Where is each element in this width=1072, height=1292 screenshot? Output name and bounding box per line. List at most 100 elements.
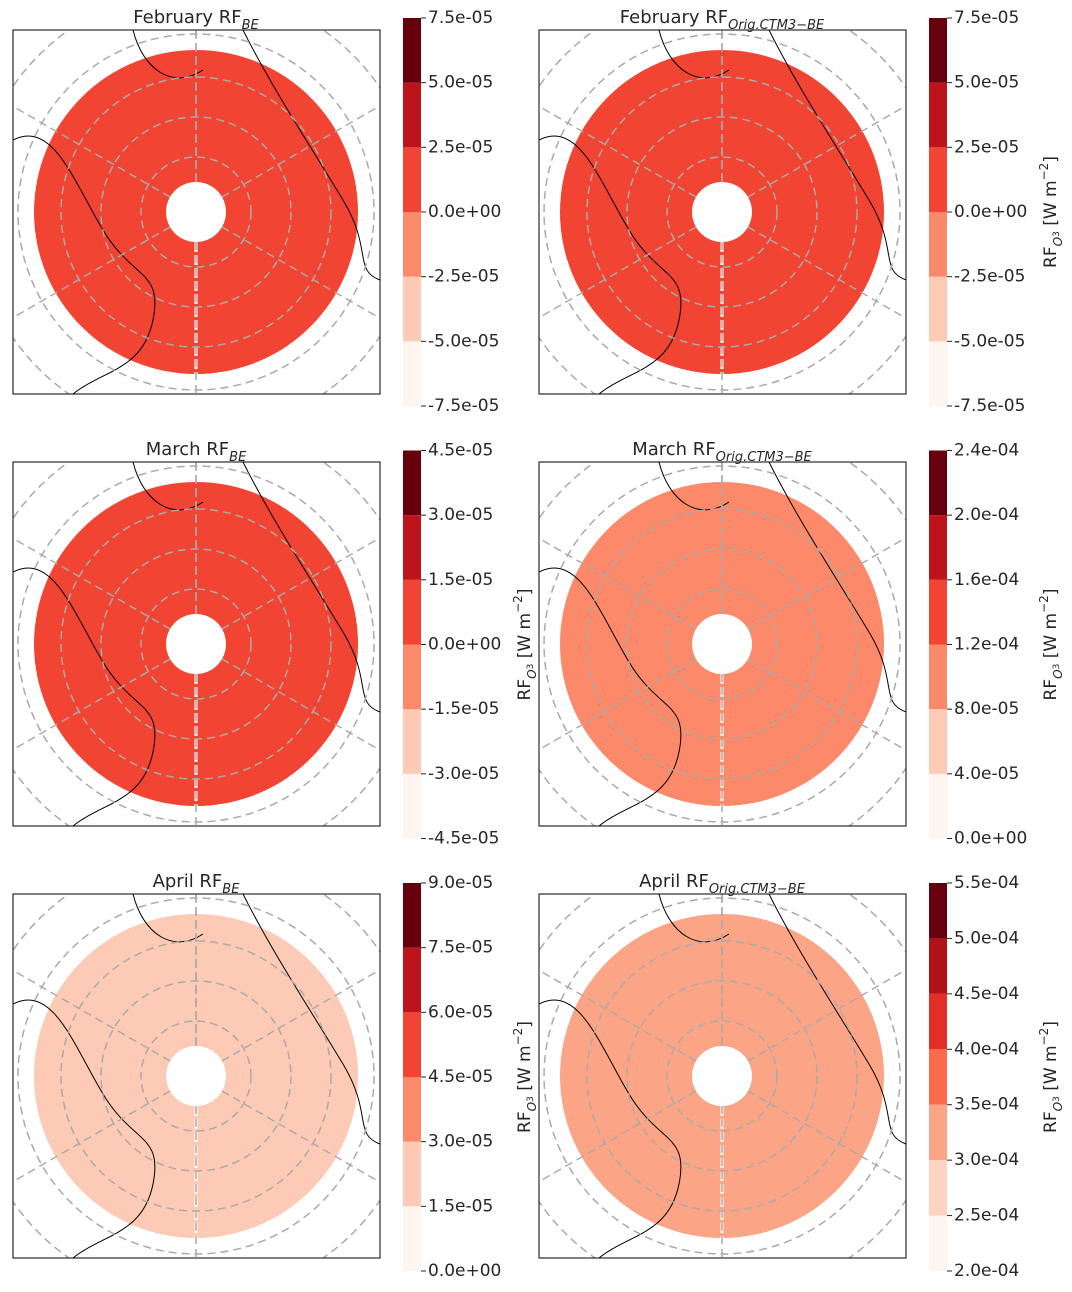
title-text: February RF bbox=[620, 7, 728, 28]
graticule bbox=[221, 1090, 380, 1184]
label-subsub: 3 bbox=[526, 1096, 536, 1102]
colorbar-tick-label: 3.0e-04 bbox=[954, 1150, 1019, 1170]
title-subscript: Orig.CTM3−BE bbox=[728, 18, 825, 33]
colorbar-tick-label: 7.5e-05 bbox=[428, 8, 493, 28]
pole-hole bbox=[166, 1046, 226, 1106]
colorbar-band bbox=[929, 773, 947, 839]
map-frame bbox=[12, 29, 381, 395]
label-base: RF bbox=[515, 1111, 535, 1133]
colorbar-band bbox=[403, 515, 421, 580]
graticule bbox=[666, 156, 778, 268]
colorbar-band bbox=[403, 147, 421, 212]
colorbar-band bbox=[929, 515, 947, 580]
colorbar-band bbox=[403, 276, 421, 342]
label-sub: O bbox=[525, 1102, 539, 1111]
label-sup: −2 bbox=[1037, 595, 1051, 613]
colorbar-tick-label: 2.0e-04 bbox=[954, 1261, 1019, 1281]
colorbar-band bbox=[929, 18, 947, 83]
graticule bbox=[747, 536, 906, 630]
colorbar-tick-label: 0.0e+00 bbox=[428, 635, 501, 655]
panel-title: February RFBE bbox=[133, 7, 259, 33]
label-end: ] bbox=[1041, 156, 1061, 163]
label-unit: [W m bbox=[515, 1045, 535, 1096]
graticule bbox=[140, 1020, 252, 1132]
colorbar-band bbox=[403, 1141, 421, 1207]
colorbar-tick-label: 5.0e-05 bbox=[954, 73, 1019, 93]
colorbar-band bbox=[403, 883, 421, 948]
graticule bbox=[140, 156, 252, 268]
colorbar-tick-label: 4.5e-05 bbox=[428, 1067, 493, 1087]
colorbar-band bbox=[929, 341, 947, 406]
colorbar-tick-label: -7.5e-05 bbox=[428, 396, 499, 416]
colorbar-tick-label: 9.0e-05 bbox=[428, 873, 493, 893]
label-end: ] bbox=[515, 1021, 535, 1028]
colorbar-tick-label: 0.0e+00 bbox=[954, 829, 1027, 849]
colorbar-band bbox=[403, 1012, 421, 1077]
title-subscript: BE bbox=[222, 882, 240, 897]
graticule bbox=[539, 537, 697, 630]
colorbar-tick-label: -7.5e-05 bbox=[954, 396, 1025, 416]
label-sub: O bbox=[1051, 1102, 1065, 1111]
graticule bbox=[140, 588, 252, 700]
label-subsub: 3 bbox=[1052, 231, 1062, 237]
colorbar-label: RFO3 [W m−2] bbox=[1037, 156, 1065, 268]
panel-title: April RFBE bbox=[153, 871, 241, 897]
coastline bbox=[13, 462, 380, 826]
colorbar-tick-label: -5.0e-05 bbox=[954, 331, 1025, 351]
label-subsub: 3 bbox=[1052, 664, 1062, 670]
colorbar-band bbox=[929, 82, 947, 148]
colorbar-tick-label: 4.0e-05 bbox=[954, 764, 1019, 784]
colorbar-tick-label: 5.0e-05 bbox=[428, 73, 493, 93]
colorbar-label: RFO3 [W m−2] bbox=[1037, 589, 1065, 701]
colorbar-tick-label: 4.5e-05 bbox=[428, 441, 493, 461]
colorbar-tick-label: 2.0e-04 bbox=[954, 505, 1019, 525]
label-sup: −2 bbox=[511, 595, 525, 613]
map-panel: February RFOrig.CTM3−BE -7.5e-05 -5.0e-05 -… bbox=[538, 7, 1065, 416]
colorbar-tick-label: 4.0e-04 bbox=[954, 1039, 1019, 1059]
title-subscript: BE bbox=[229, 450, 247, 465]
colorbar-band bbox=[403, 18, 421, 83]
colorbar-tick-label: -1.5e-05 bbox=[428, 699, 499, 719]
colorbar-tick-label: 3.5e-04 bbox=[954, 1095, 1019, 1115]
graticule bbox=[539, 1090, 697, 1183]
colorbar-tick-label: 3.0e-05 bbox=[428, 505, 493, 525]
map-frame bbox=[12, 461, 381, 827]
coastline bbox=[539, 894, 906, 1258]
label-subsub: 3 bbox=[526, 664, 536, 670]
colorbar-tick-label: 2.5e-04 bbox=[954, 1206, 1019, 1226]
colorbar-tick-label: 1.5e-05 bbox=[428, 570, 493, 590]
map-frame bbox=[538, 893, 907, 1259]
graticule bbox=[221, 658, 380, 752]
label-base: RF bbox=[1041, 1111, 1061, 1133]
colorbar-tick-label: -5.0e-05 bbox=[428, 331, 499, 351]
panel-title: March RFBE bbox=[146, 439, 247, 465]
colorbar-tick-label: 8.0e-05 bbox=[954, 699, 1019, 719]
colorbar-tick-label: -3.0e-05 bbox=[428, 764, 499, 784]
colorbar-tick-label: 2.5e-05 bbox=[428, 137, 493, 157]
graticule bbox=[539, 969, 697, 1062]
map-frame bbox=[538, 461, 907, 827]
graticule bbox=[747, 104, 906, 198]
graticule bbox=[13, 105, 171, 198]
title-text: February RF bbox=[133, 7, 241, 28]
coastline bbox=[539, 462, 906, 826]
map-panel: February RFBE -7.5e-05 -5.0e-05 -2.5e-05 0.0… bbox=[12, 7, 501, 416]
colorbar-band bbox=[929, 938, 947, 994]
title-subscript: Orig.CTM3−BE bbox=[709, 882, 806, 897]
colorbar-label: RFO3 [W m−2] bbox=[1037, 1021, 1065, 1133]
graticule bbox=[666, 588, 778, 700]
coastline bbox=[13, 30, 380, 394]
colorbar-tick-label: 7.5e-05 bbox=[428, 938, 493, 958]
map-area bbox=[13, 894, 380, 1258]
graticule bbox=[747, 968, 906, 1062]
pole-hole bbox=[166, 182, 226, 242]
colorbar-band bbox=[929, 993, 947, 1050]
graticule bbox=[221, 226, 380, 320]
label-sup: −2 bbox=[511, 1028, 525, 1046]
label-end: ] bbox=[1041, 589, 1061, 596]
colorbar-band bbox=[403, 947, 421, 1013]
label-sub: O bbox=[1051, 237, 1065, 246]
panel-title: February RFOrig.CTM3−BE bbox=[620, 7, 825, 33]
graticule bbox=[539, 226, 697, 319]
